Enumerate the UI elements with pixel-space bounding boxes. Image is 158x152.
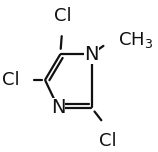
Text: N: N (84, 45, 99, 64)
Text: N: N (51, 98, 65, 117)
Text: Cl: Cl (54, 7, 71, 25)
Text: CH$_3$: CH$_3$ (118, 30, 153, 50)
Text: Cl: Cl (2, 71, 19, 89)
Text: Cl: Cl (99, 132, 116, 150)
